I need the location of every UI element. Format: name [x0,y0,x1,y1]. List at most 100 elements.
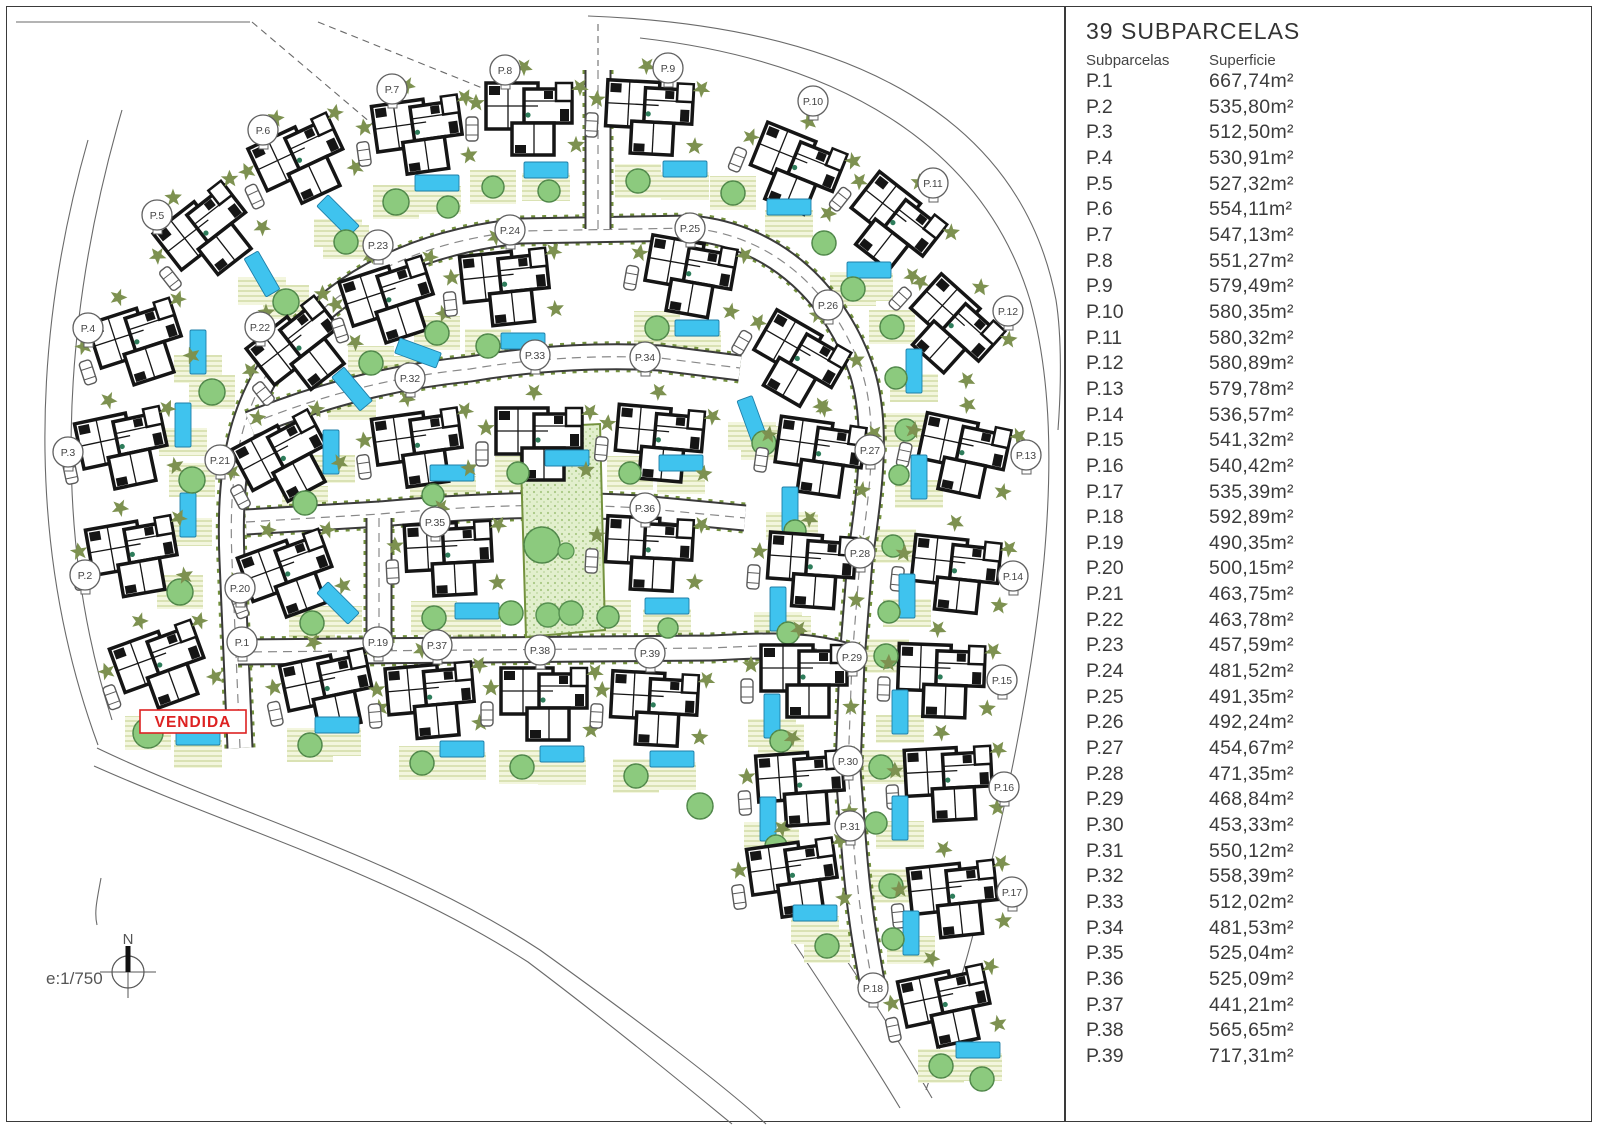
sold-tag: VENDIDA [139,709,247,734]
parcel-area: 512,50m² [1209,121,1294,144]
tree-outline [506,461,530,485]
legend-row: P.12 580,89m² [1086,351,1566,377]
parcel-id: P.29 [1086,788,1124,811]
parcel-bubble-label: P.38 [530,645,550,657]
parcel-area: 492,24m² [1209,711,1294,734]
swimming-pool [891,795,909,841]
villa-footprint [383,659,479,743]
tree-outline [884,366,908,390]
car-icon [884,1016,903,1044]
parcel-id: P.27 [1086,737,1124,760]
plant-star-icon [482,678,500,696]
car-icon [737,789,753,817]
parcel-area: 554,11m² [1209,198,1293,221]
parcel-bubble: P.6 [247,114,279,150]
swimming-pool [394,337,442,369]
tree-outline [436,195,460,219]
parcel-area: 535,39m² [1209,480,1294,503]
tree-outline [481,175,505,199]
parcel-area: 463,78m² [1209,608,1294,631]
parcel-bubble: P.26 [812,289,844,325]
car-icon [385,559,400,586]
car-icon [475,441,489,467]
parcel-bubble: P.18 [857,972,889,1008]
parcel-bubble-label: P.1 [235,637,250,649]
parcel-area: 457,59m² [1209,634,1294,657]
parcel-bubble: P.19 [362,626,394,662]
parcel-plot [584,490,715,639]
parcel-id: P.4 [1086,146,1113,169]
parcel-bubble-label: P.32 [400,373,420,385]
legend-row: P.38 565,65m² [1086,1018,1566,1044]
parcel-bubble: P.16 [988,771,1020,807]
parcel-bubble-label: P.33 [525,350,545,362]
parcel-id: P.16 [1086,454,1124,477]
parcel-bubble: P.11 [917,167,949,203]
legend-row: P.14 536,57m² [1086,403,1566,429]
legend-divider [1064,6,1066,1122]
tree-outline [272,288,300,316]
parcel-area: 454,67m² [1209,737,1294,760]
tree-outline [333,229,359,255]
car-icon [589,702,604,729]
swimming-pool [539,745,585,763]
parcel-plot [144,169,300,316]
plant-star-icon [354,430,375,450]
tree-outline [928,1053,954,1079]
legend-col-superficie: Superficie [1209,52,1276,69]
parcel-bubble-label: P.2 [78,570,93,582]
parcel-bubble: P.17 [996,876,1028,912]
plant-star-icon [737,767,757,785]
parcel-id: P.37 [1086,993,1124,1016]
parcel-bubble-label: P.15 [992,675,1012,687]
villa-footprint [369,92,469,180]
north-label: N [123,931,134,948]
parcel-id: P.20 [1086,557,1124,580]
plant-star-icon [354,117,375,137]
tree-outline [720,180,746,206]
parcel-plot [873,617,1006,735]
parcel-bubble-label: P.3 [61,447,76,459]
parcel-bubble: P.5 [141,199,173,235]
car-icon [266,700,285,728]
parcel-id: P.39 [1086,1044,1124,1067]
legend-panel: 39 SUBPARCELAS Subparcelas Superficie P.… [1086,18,1566,1070]
plant-star-icon [545,297,568,321]
parcel-id: P.23 [1086,634,1124,657]
parcel-area: 547,13m² [1209,223,1294,246]
parcel-id: P.35 [1086,942,1124,965]
parcel-id: P.19 [1086,531,1124,554]
parcel-area: 579,49m² [1209,275,1294,298]
plant-star-icon [749,541,769,560]
parcel-id: P.18 [1086,506,1124,529]
villa-footprint [484,81,574,157]
parcel-area: 540,42m² [1209,454,1294,477]
parcel-plot [745,507,877,645]
parcel-plot [729,818,857,959]
parcel-bubble-label: P.28 [850,548,870,560]
parcel-area: 717,31m² [1209,1044,1294,1067]
parcel-id: P.33 [1086,891,1124,913]
car-icon [465,116,479,142]
legend-row: P.16 540,42m² [1086,454,1566,480]
parcel-bubble: P.21 [204,444,236,480]
tree-outline [475,333,501,359]
car-icon [442,290,459,318]
legend-row: P.9 579,49m² [1086,274,1566,300]
parcel-bubble: P.31 [834,810,866,846]
parcel-plot [878,838,1016,956]
parcel-bubble-label: P.35 [425,517,445,529]
parcel-area: 441,21m² [1209,993,1294,1016]
parcel-bubble-label: P.5 [150,210,165,222]
car-icon [355,453,373,481]
villa-footprint [638,233,740,323]
parcel-area: 580,35m² [1209,300,1294,323]
plant-star-icon [968,276,993,300]
car-icon [593,435,610,463]
plant-star-icon [729,860,750,880]
plant-star-icon [458,143,482,167]
parcel-bubble-label: P.11 [923,178,943,190]
parcel-bubble: P.12 [992,295,1024,331]
parcel-bubble: P.30 [832,745,864,781]
parcel-plot [235,102,369,255]
